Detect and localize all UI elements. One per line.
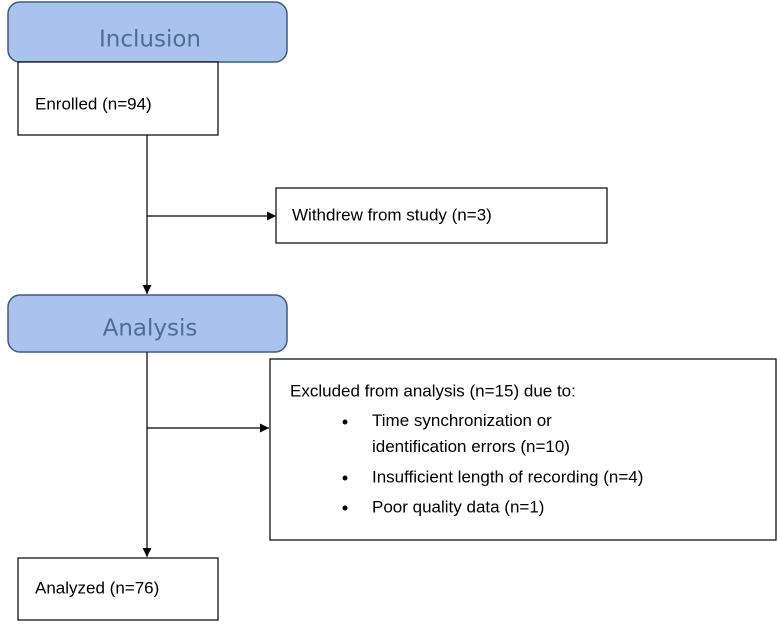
reason: Time synchronization or identification er… bbox=[372, 411, 570, 456]
enrolled-box bbox=[17, 61, 219, 136]
reason: Insufficient length of recording (n=4) bbox=[372, 467, 643, 486]
analyzed-text: Analyzed (n=76) bbox=[35, 578, 159, 597]
withdrew-text: Withdrew from study (n=3) bbox=[292, 205, 492, 224]
bullet bbox=[342, 419, 348, 425]
enrolled-text: Enrolled (n=94) bbox=[35, 94, 152, 113]
withdrew-box bbox=[275, 187, 608, 244]
excluded-heading: Excluded from analysis (n=15) due to: bbox=[290, 381, 576, 400]
excluded-box bbox=[269, 358, 777, 541]
reason: Poor quality data (n=1) bbox=[372, 497, 544, 516]
section-title: Analysis bbox=[103, 316, 198, 342]
bullet bbox=[342, 505, 348, 511]
section-title: Inclusion bbox=[99, 27, 201, 53]
analyzed-box bbox=[17, 557, 219, 621]
bullet bbox=[342, 475, 348, 481]
